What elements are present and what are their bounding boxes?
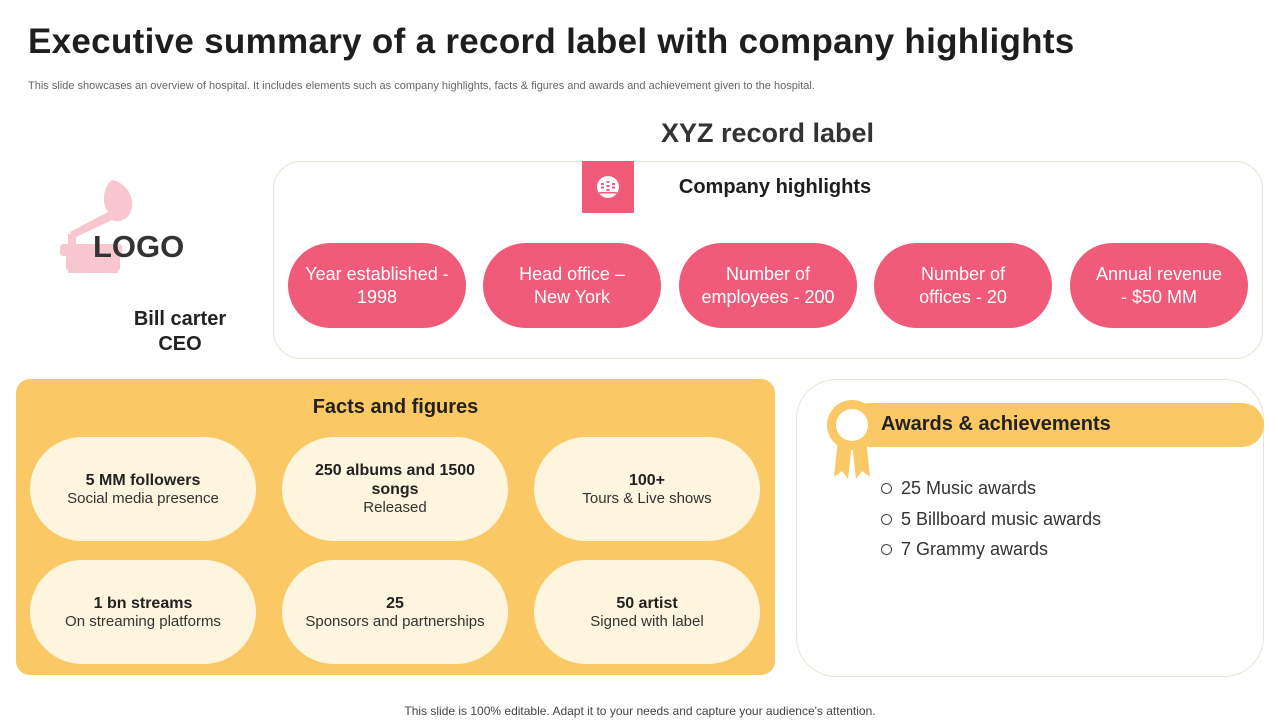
fact-item: 100+ Tours & Live shows — [534, 437, 760, 541]
fact-item: 50 artist Signed with label — [534, 560, 760, 664]
highlight-line2: 1998 — [356, 286, 398, 307]
ceo-role: CEO — [158, 333, 202, 355]
fact-value: 250 albums and 1500 songs — [314, 462, 476, 498]
bullet-icon — [881, 513, 892, 525]
highlight-offices: Number of offices - 20 — [874, 243, 1052, 328]
award-item: 5 Billboard music awards — [881, 509, 1101, 530]
highlight-line1: Year established - — [305, 263, 449, 284]
bullet-icon — [881, 482, 892, 494]
page-subtitle: This slide showcases an overview of hosp… — [28, 80, 815, 92]
highlight-annual-revenue: Annual revenue - $50 MM — [1070, 243, 1248, 328]
company-highlights-panel — [273, 161, 1263, 359]
fact-value: 25 — [386, 594, 404, 612]
bullet-icon — [881, 543, 892, 555]
fact-caption: Released — [363, 499, 427, 516]
highlight-head-office: Head office – New York — [483, 243, 661, 328]
fact-item: 1 bn streams On streaming platforms — [30, 560, 256, 664]
fact-caption: On streaming platforms — [65, 612, 221, 630]
highlight-line1: Annual revenue — [1095, 263, 1223, 284]
highlight-year-established: Year established -1998 — [288, 243, 466, 328]
fact-caption: Sponsors and partnerships — [305, 612, 485, 630]
building-globe-icon — [582, 161, 634, 213]
awards-panel — [796, 379, 1264, 677]
fact-caption: Signed with label — [590, 612, 704, 630]
highlight-line2: offices - 20 — [919, 286, 1007, 307]
page-title: Executive summary of a record label with… — [28, 22, 1075, 61]
award-label: 5 Billboard music awards — [901, 509, 1102, 529]
awards-heading: Awards & achievements — [881, 413, 1111, 435]
highlight-line1: Number of — [725, 263, 811, 284]
ceo-name: Bill carter — [133, 308, 227, 330]
footer-note: This slide is 100% editable. Adapt it to… — [404, 704, 876, 718]
fact-item: 25 Sponsors and partnerships — [282, 560, 508, 664]
highlight-line2: New York — [533, 286, 611, 307]
medal-ribbon-icon — [826, 399, 878, 486]
fact-value: 50 artist — [616, 594, 678, 612]
facts-heading: Facts and figures — [312, 396, 479, 418]
fact-value: 100+ — [628, 471, 666, 489]
fact-value: 5 MM followers — [85, 471, 201, 489]
highlight-line2: employees - 200 — [701, 286, 835, 307]
award-label: 25 Music awards — [901, 478, 1037, 498]
fact-item: 250 albums and 1500 songs Released — [282, 437, 508, 541]
award-label: 7 Grammy awards — [901, 539, 1049, 559]
company-highlights-heading: Company highlights — [678, 176, 872, 198]
highlight-line1: Number of — [920, 263, 1006, 284]
award-item: 25 Music awards — [881, 478, 1036, 499]
highlight-line1: Head office – — [519, 263, 625, 284]
awards-header-bar — [848, 403, 1264, 447]
fact-value: 1 bn streams — [93, 594, 193, 612]
highlight-employees: Number of employees - 200 — [679, 243, 857, 328]
award-item: 7 Grammy awards — [881, 539, 1048, 560]
company-name: XYZ record label — [660, 118, 875, 148]
highlight-line2: - $50 MM — [1120, 286, 1197, 307]
gramophone-icon — [54, 178, 136, 279]
fact-item: 5 MM followers Social media presence — [30, 437, 256, 541]
fact-caption: Social media presence — [67, 489, 219, 507]
fact-caption: Tours & Live shows — [582, 489, 712, 507]
logo-text: LOGO — [93, 229, 185, 264]
